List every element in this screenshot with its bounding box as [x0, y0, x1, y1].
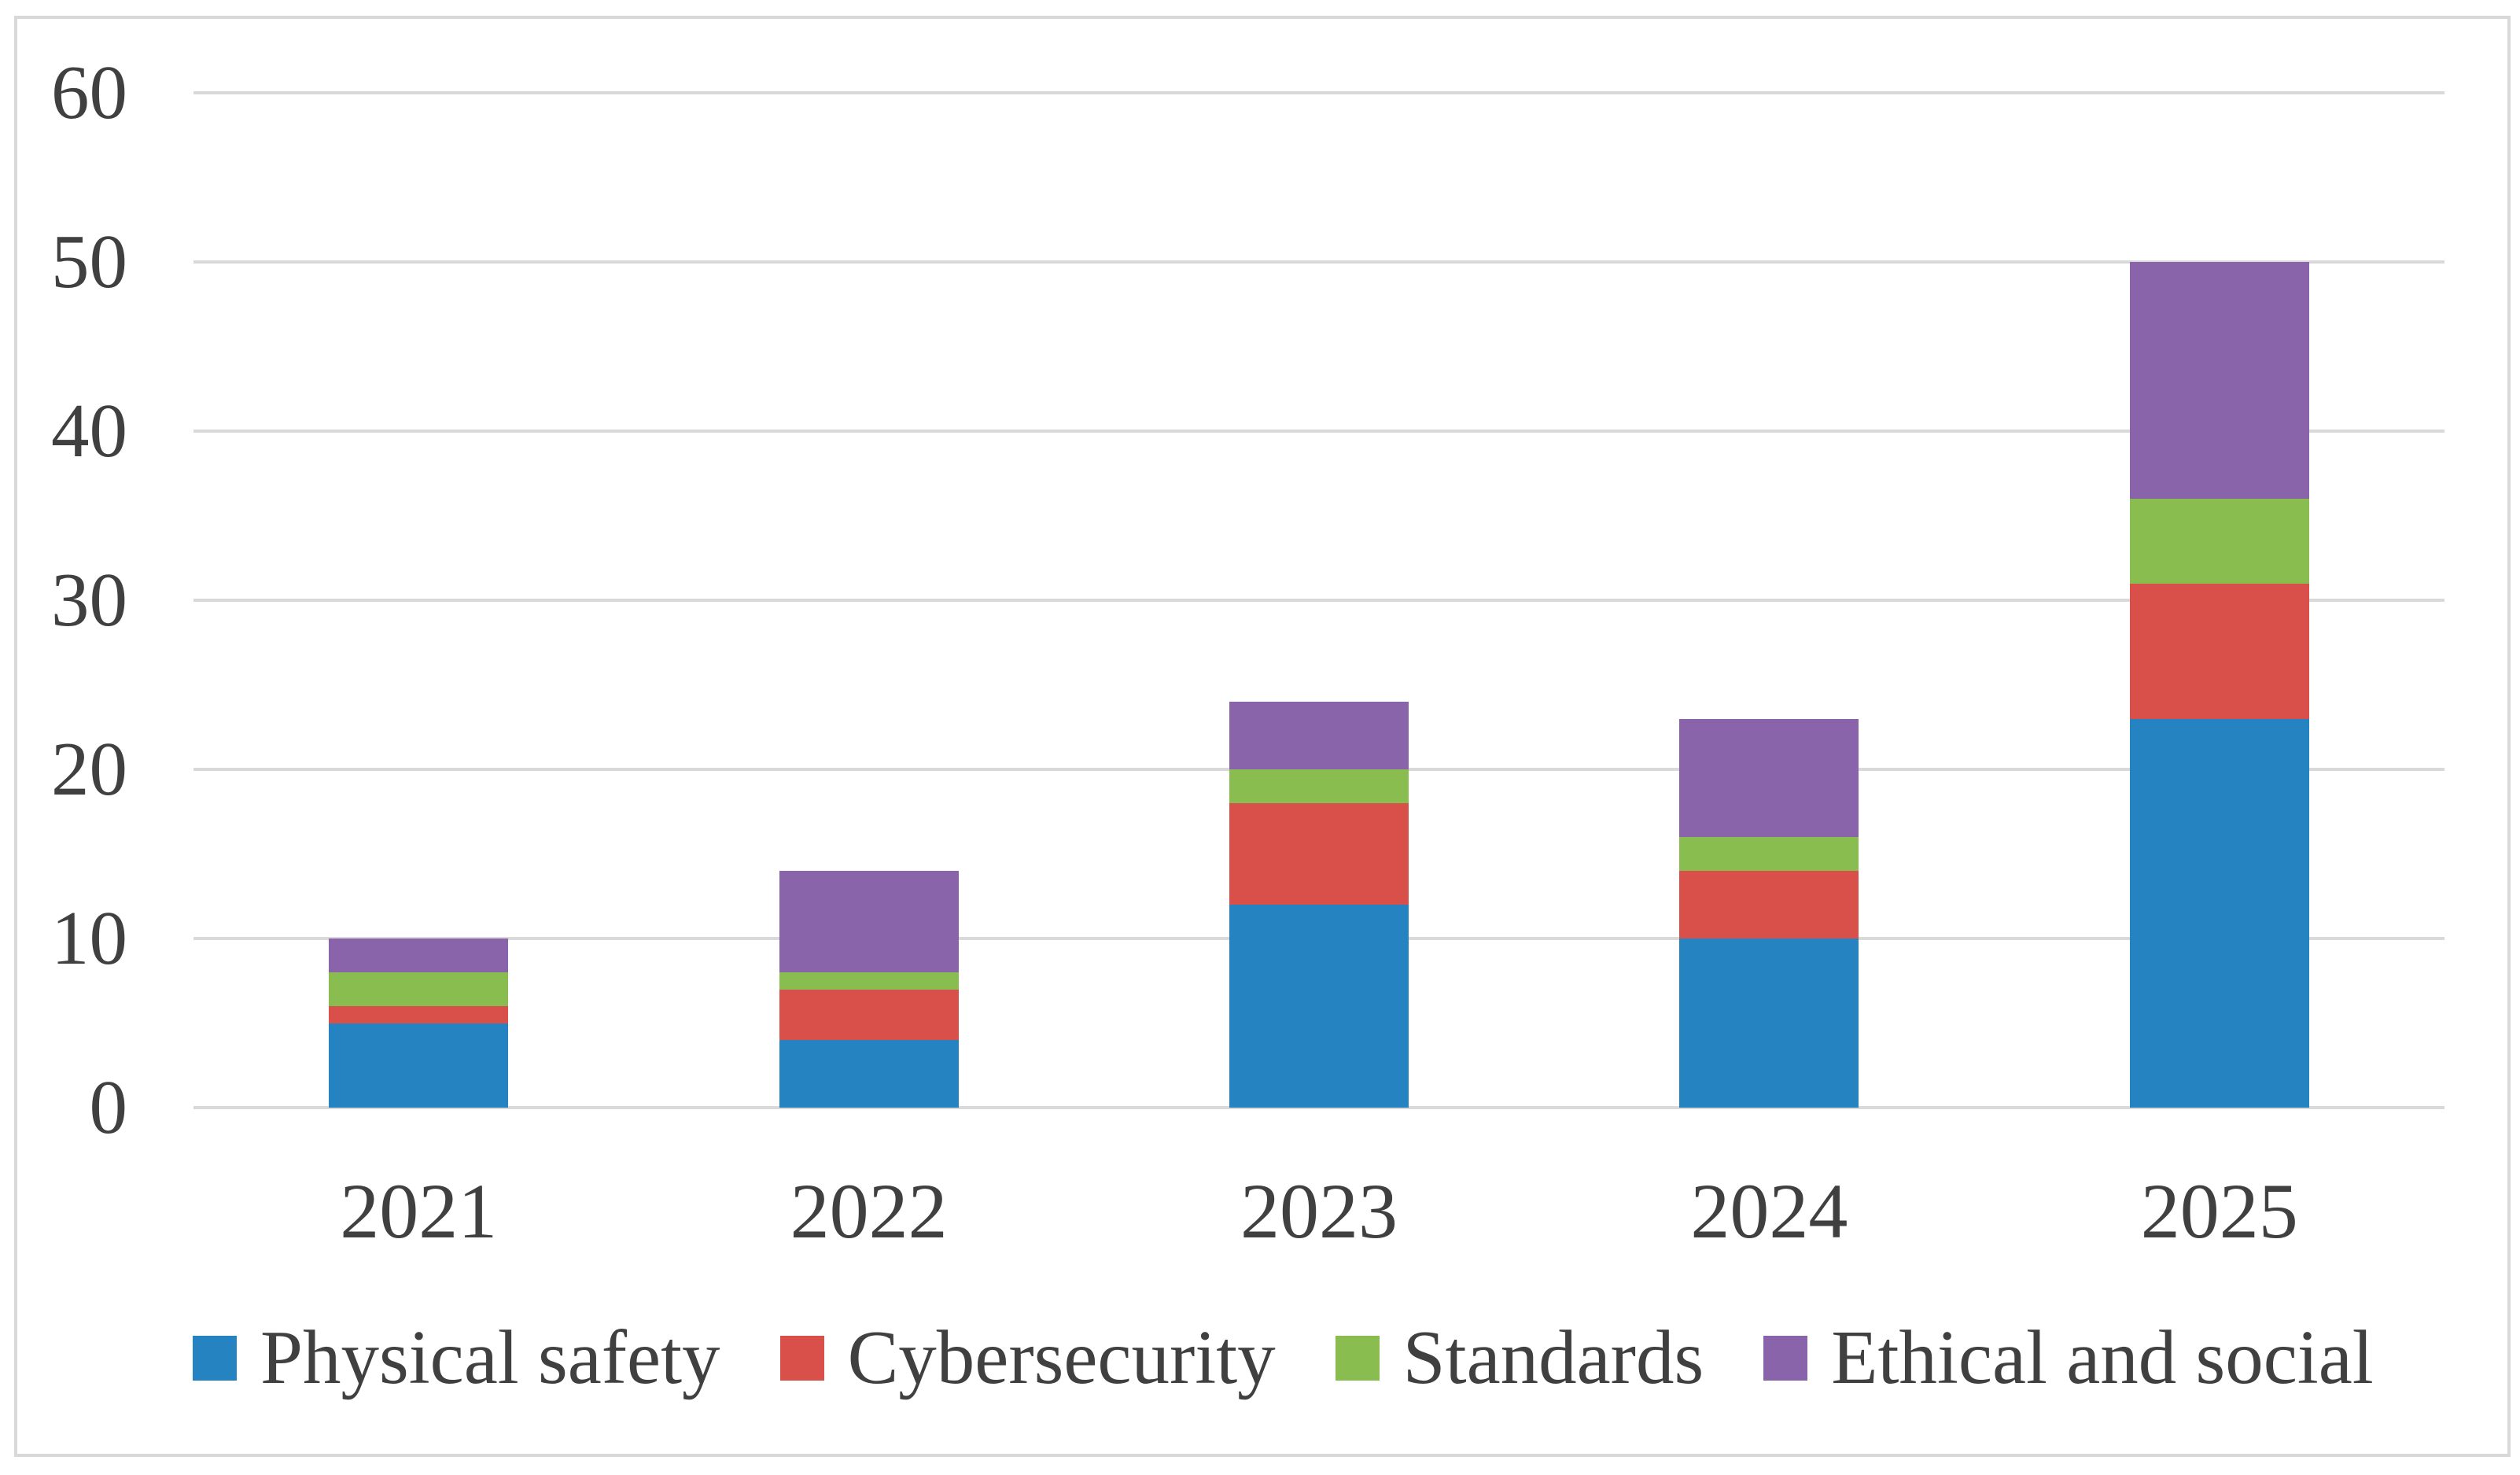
chart-border [14, 16, 2511, 1457]
gridline-y-0 [193, 1106, 2444, 1109]
bar-2022-physical-safety [779, 1040, 959, 1108]
x-tick-label-2023: 2023 [1240, 1167, 1398, 1255]
legend-item-standards: Standards [1335, 1315, 1704, 1400]
bar-2024-ethical-and-social [1679, 718, 1859, 837]
legend-item-ethical-and-social: Ethical and social [1763, 1315, 2374, 1400]
y-tick-label-10: 10 [51, 896, 127, 980]
legend-swatch-ethical-and-social [1763, 1335, 1808, 1381]
legend: Physical safety Cybersecurity Standards Eth… [193, 1309, 2374, 1407]
legend-label-physical-safety: Physical safety [260, 1315, 720, 1399]
bar-2024-standards [1679, 837, 1859, 871]
bar-2023-physical-safety [1229, 905, 1409, 1108]
legend-swatch-standards [1335, 1335, 1380, 1381]
y-tick-label-0: 0 [89, 1065, 128, 1149]
plot-area [193, 91, 2444, 1109]
bar-2025-standards [2129, 499, 2309, 584]
bar-2025-physical-safety [2129, 718, 2309, 1108]
bar-2025-cybersecurity [2129, 583, 2309, 719]
bar-2025-ethical-and-social [2129, 262, 2309, 499]
bar-2024-cybersecurity [1679, 871, 1859, 938]
bar-2021-cybersecurity [329, 1006, 509, 1023]
x-tick-label-2022: 2022 [790, 1167, 948, 1255]
bar-2021-standards [329, 972, 509, 1006]
bar-2022-standards [779, 972, 959, 990]
y-tick-label-50: 50 [51, 219, 127, 304]
bar-2021-ethical-and-social [329, 938, 509, 972]
bar-2021-physical-safety [329, 1023, 509, 1108]
bar-2023-ethical-and-social [1229, 702, 1409, 769]
x-tick-label-2025: 2025 [2140, 1167, 2298, 1255]
bar-2022-ethical-and-social [779, 871, 959, 972]
y-tick-label-30: 30 [51, 558, 127, 642]
legend-swatch-physical-safety [193, 1335, 237, 1381]
x-tick-label-2024: 2024 [1690, 1167, 1848, 1255]
gridline-y-30 [193, 599, 2444, 602]
legend-swatch-cybersecurity [779, 1335, 824, 1381]
legend-label-standards: Standards [1402, 1315, 1704, 1399]
bar-2023-standards [1229, 769, 1409, 803]
gridline-y-40 [193, 430, 2444, 433]
bar-2022-cybersecurity [779, 989, 959, 1040]
y-tick-label-20: 20 [51, 727, 127, 811]
bar-2023-cybersecurity [1229, 803, 1409, 905]
legend-item-physical-safety: Physical safety [193, 1315, 720, 1400]
gridline-y-60 [193, 91, 2444, 94]
legend-label-ethical-and-social: Ethical and social [1831, 1315, 2374, 1399]
legend-item-cybersecurity: Cybersecurity [779, 1315, 1276, 1400]
gridline-y-50 [193, 260, 2444, 264]
y-tick-label-40: 40 [51, 389, 127, 473]
legend-label-cybersecurity: Cybersecurity [847, 1315, 1276, 1399]
bar-2024-physical-safety [1679, 938, 1859, 1108]
y-tick-label-60: 60 [51, 50, 127, 135]
x-tick-label-2021: 2021 [340, 1167, 498, 1255]
